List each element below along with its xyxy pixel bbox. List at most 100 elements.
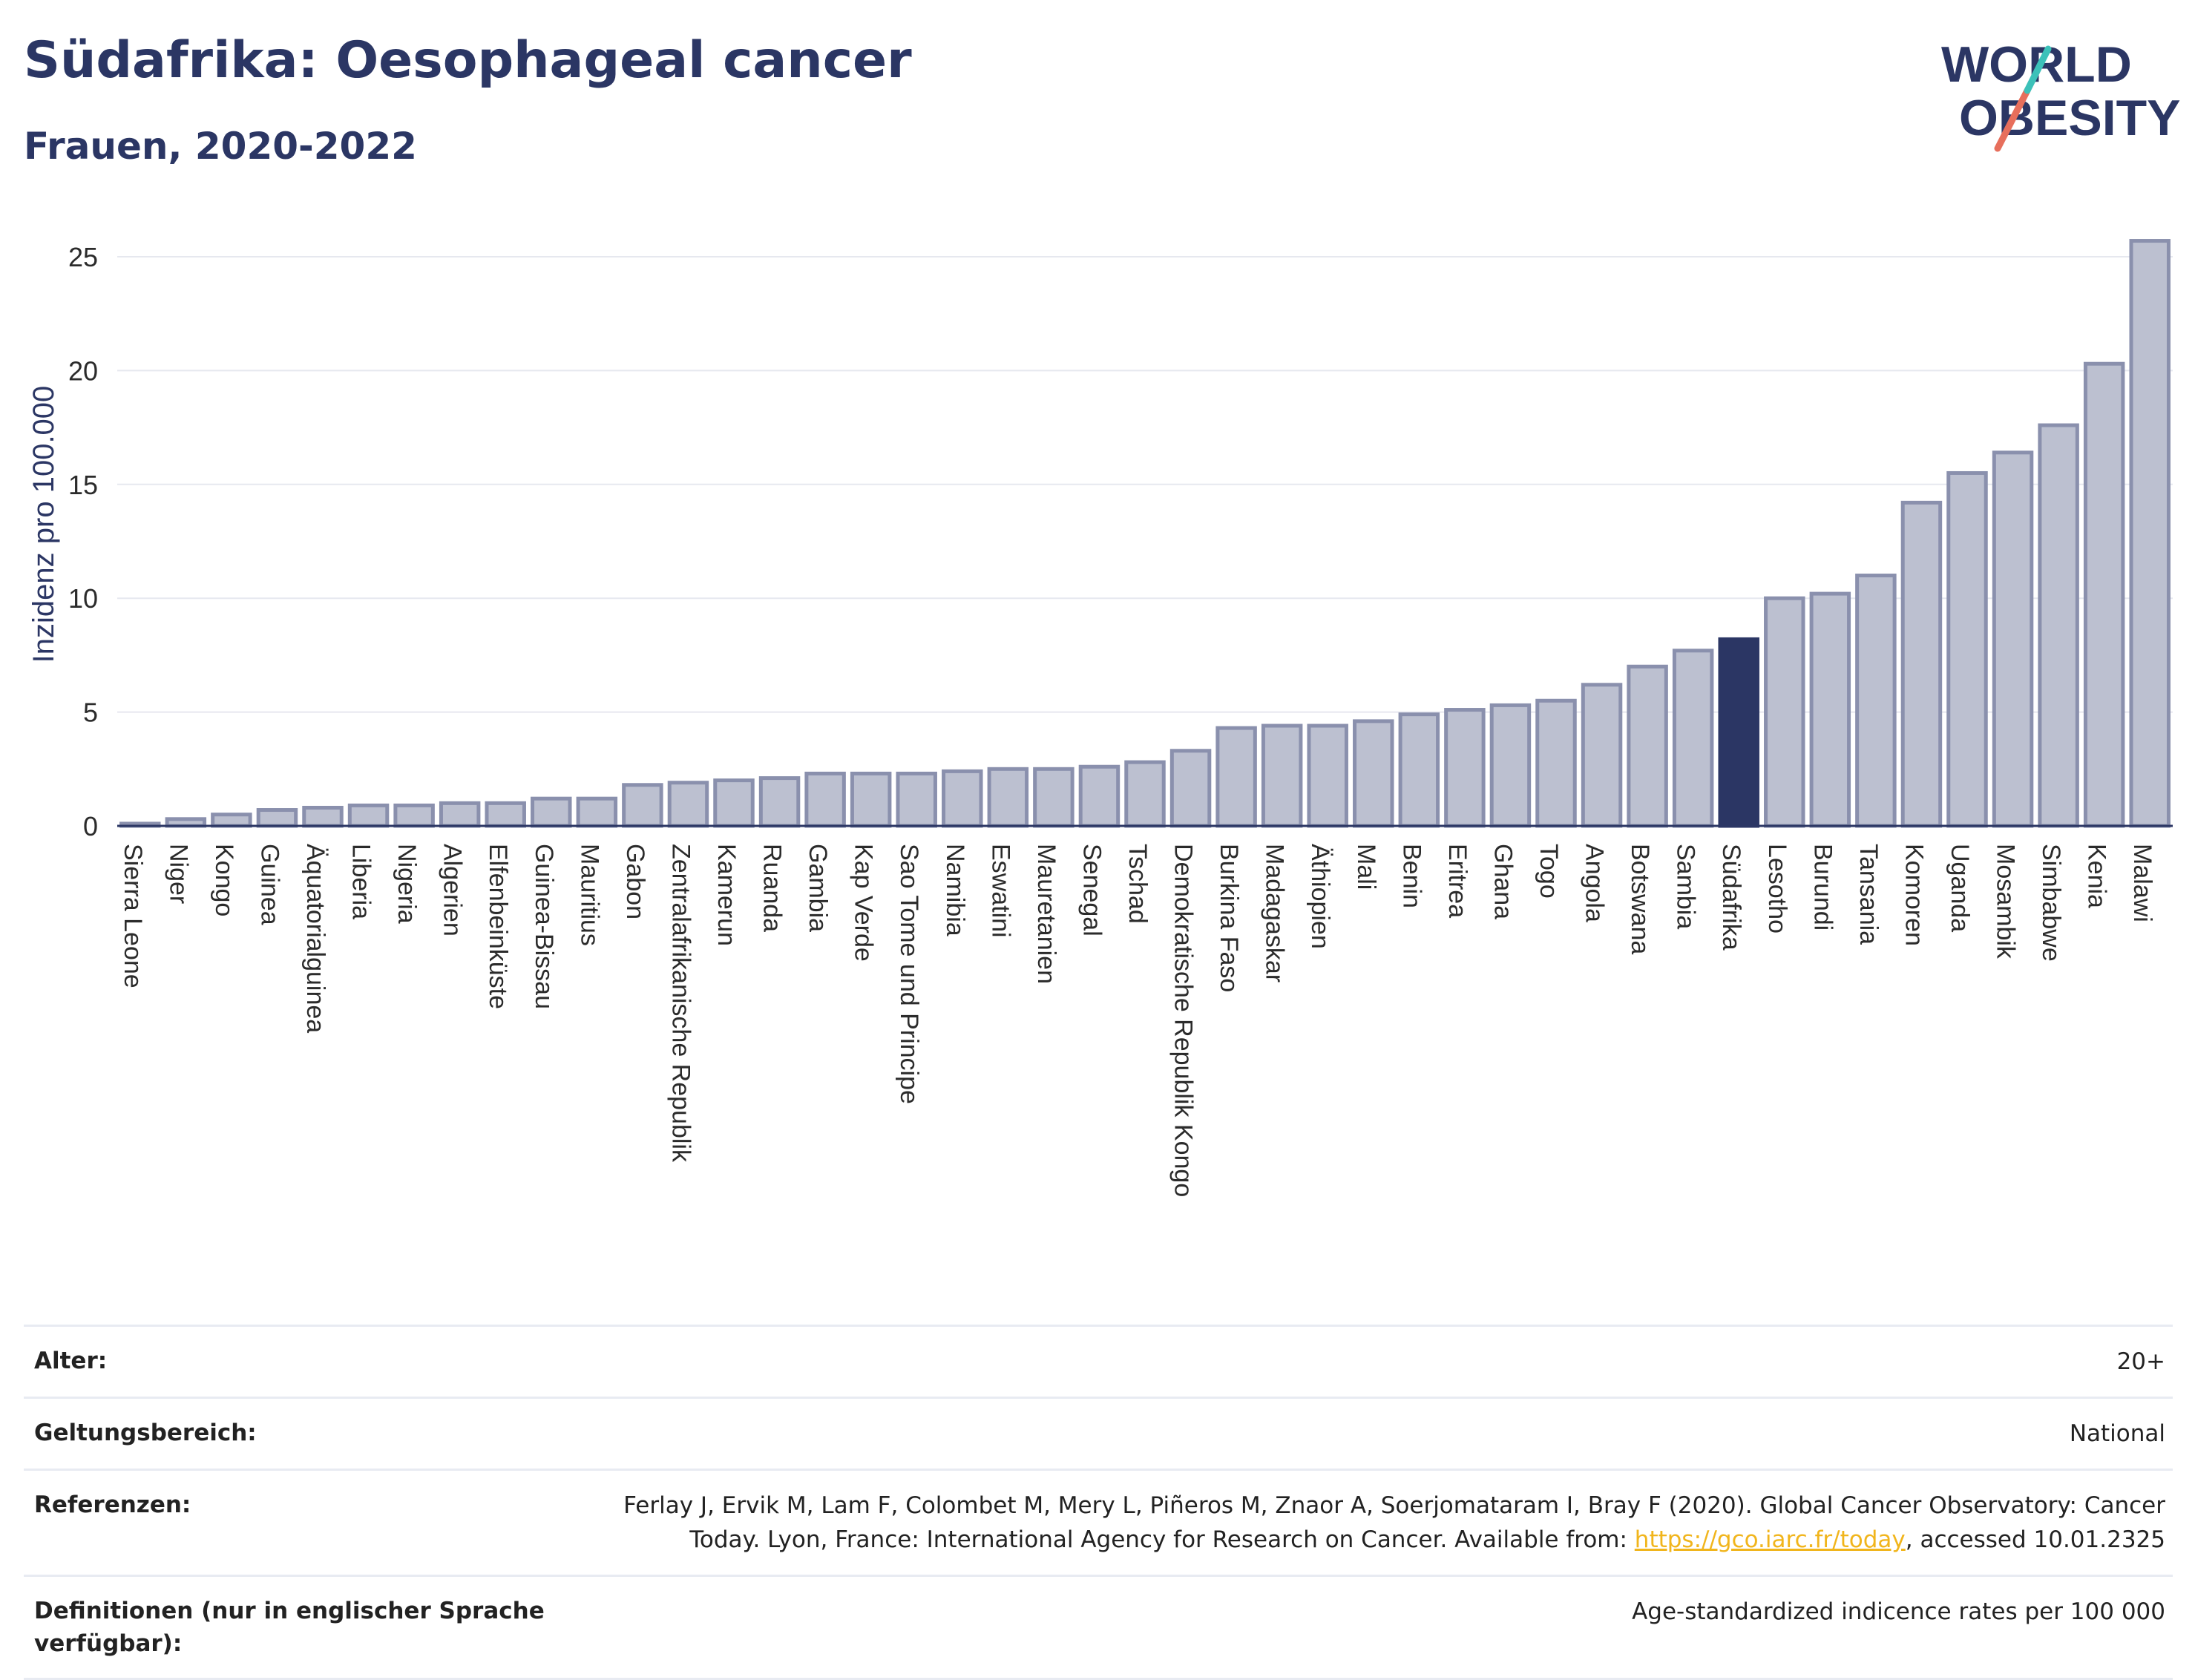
x-tick-label: Malawi: [2128, 844, 2156, 922]
bar-lesotho: [1764, 596, 1805, 828]
bar-namibia: [942, 769, 983, 828]
x-tick-label: Guinea: [255, 844, 283, 925]
y-tick-label: 10: [68, 583, 98, 614]
x-tick-label: Kenia: [2083, 844, 2111, 908]
x-tick-label: Liberia: [347, 844, 375, 919]
x-tick-label: Zentralafrikanische Republik: [666, 844, 695, 1163]
x-tick-label: Ghana: [1489, 844, 1517, 919]
bar-algerien: [439, 801, 481, 828]
y-axis-ticks: 0 5 10 15 20 25: [68, 242, 98, 841]
y-tick-label: 0: [83, 811, 98, 841]
bar-elfenbeinküste: [485, 801, 526, 828]
x-tick-label: Mauretanien: [1032, 844, 1060, 984]
bar-südafrika: [1718, 637, 1759, 828]
x-tick-label: Botswana: [1626, 844, 1654, 954]
x-tick-label: Guinea-Bissau: [530, 844, 558, 1009]
meta-key-age: Alter:: [34, 1348, 108, 1374]
bar-guinea: [256, 808, 298, 828]
metadata-table: Alter: 20+ Geltungsbereich: National Ref…: [24, 1325, 2173, 1680]
x-tick-label: Mali: [1352, 844, 1380, 890]
x-tick-label: Senegal: [1077, 844, 1106, 936]
bar-botswana: [1627, 664, 1668, 828]
reference-line2-post: , accessed 10.01.2325: [1905, 1526, 2165, 1553]
page-title: Südafrika: Oesophageal cancer: [24, 31, 912, 90]
x-tick-label: Niger: [164, 844, 192, 904]
x-tick-label: Eswatini: [986, 844, 1014, 938]
bar-angola: [1581, 683, 1623, 828]
x-axis-ticks: Sierra Leone Niger Kongo Guinea Äquatorialgu…: [119, 844, 2156, 1197]
bar-burkina-faso: [1215, 726, 1257, 828]
bar-sambia: [1672, 649, 1714, 828]
x-tick-label: Südafrika: [1717, 844, 1745, 951]
bar-tschad: [1124, 760, 1166, 828]
x-tick-label: Burkina Faso: [1215, 844, 1243, 992]
x-tick-label: Uganda: [1946, 844, 1974, 932]
x-tick-label: Burundi: [1808, 844, 1837, 931]
x-tick-label: Lesotho: [1763, 844, 1791, 933]
x-tick-label: Demokratische Republik Kongo: [1169, 844, 1198, 1197]
x-tick-label: Sao Tome und Principe: [895, 844, 923, 1104]
bar-äquatorialguinea: [302, 805, 344, 828]
x-tick-label: Komoren: [1900, 844, 1928, 946]
x-tick-label: Madagaskar: [1261, 844, 1289, 982]
reference-line2: Today. Lyon, France: International Agenc…: [623, 1523, 2165, 1557]
definitions-key-line1: Definitionen (nur in englischer Sprache: [34, 1598, 545, 1624]
bar-nigeria: [393, 803, 435, 828]
meta-row-age: Alter: 20+: [24, 1325, 2173, 1397]
bar-demokratische-republik-kongo: [1169, 749, 1212, 828]
logo-slash-teal: [2024, 45, 2052, 94]
bar-gabon: [622, 783, 663, 828]
bar-mauretanien: [1033, 767, 1074, 828]
bar-malawi: [2129, 239, 2171, 828]
meta-row-scope: Geltungsbereich: National: [24, 1397, 2173, 1469]
meta-value-definitions: Age-standardized indicence rates per 100…: [1632, 1598, 2165, 1625]
x-tick-label: Mosambik: [1992, 844, 2020, 959]
logo-slash-red: [1994, 87, 2031, 152]
y-axis-label: Inzidenz pro 100.000: [27, 386, 60, 663]
bar-mali: [1353, 719, 1394, 828]
x-tick-label: Nigeria: [393, 844, 421, 924]
meta-key-scope: Geltungsbereich:: [34, 1420, 257, 1446]
y-tick-label: 5: [83, 698, 98, 728]
x-tick-label: Eritrea: [1443, 844, 1471, 918]
meta-value-age: 20+: [2116, 1348, 2165, 1375]
world-obesity-logo: WORLD OBESITY: [1941, 36, 2181, 152]
x-tick-label: Äquatorialguinea: [301, 844, 329, 1033]
bar-ruanda: [758, 776, 801, 828]
y-tick-label: 15: [68, 470, 98, 500]
bar-ghana: [1489, 703, 1532, 828]
x-tick-label: Gabon: [621, 844, 649, 919]
meta-value-scope: National: [2069, 1420, 2165, 1447]
x-tick-label: Sierra Leone: [119, 844, 147, 988]
x-tick-label: Algerien: [439, 844, 467, 936]
x-tick-label: Simbabwe: [2037, 844, 2065, 962]
bar-eritrea: [1444, 708, 1486, 828]
bar-chart: 0 5 10 15 20 25 Sierra Leone Niger Kongo Guinea Ä…: [27, 239, 2173, 1197]
bar-kongo: [211, 813, 252, 828]
logo-line2: OBESITY: [1959, 90, 2181, 146]
reference-line2-pre: Today. Lyon, France: International Agenc…: [689, 1526, 1635, 1553]
reference-link[interactable]: https://gco.iarc.fr/today: [1634, 1526, 1906, 1553]
bar-sao-tome-und-principe: [896, 771, 937, 828]
meta-row-references: Referenzen: Ferlay J, Ervik M, Lam F, Co…: [24, 1469, 2173, 1575]
bar-kamerun: [713, 778, 755, 828]
bar-burundi: [1809, 591, 1851, 828]
x-tick-label: Äthiopien: [1306, 844, 1334, 949]
bar-gambia: [804, 771, 846, 828]
bar-eswatini: [987, 767, 1029, 828]
reference-line1: Ferlay J, Ervik M, Lam F, Colombet M, Me…: [623, 1492, 2165, 1519]
meta-key-definitions: Definitionen (nur in englischer Sprache …: [34, 1595, 568, 1660]
x-tick-label: Namibia: [941, 844, 969, 936]
x-tick-label: Kongo: [210, 844, 238, 916]
bars: [119, 239, 2171, 828]
bar-togo: [1535, 698, 1577, 828]
meta-key-references: Referenzen:: [34, 1492, 191, 1518]
bar-kenia: [2083, 361, 2125, 828]
bar-mauritius: [576, 796, 618, 828]
bar-simbabwe: [2038, 423, 2079, 828]
x-tick-label: Sambia: [1672, 844, 1700, 929]
y-tick-label: 20: [68, 355, 98, 386]
bar-liberia: [347, 803, 390, 828]
x-tick-label: Tschad: [1123, 844, 1152, 924]
x-tick-label: Kap Verde: [850, 844, 878, 962]
